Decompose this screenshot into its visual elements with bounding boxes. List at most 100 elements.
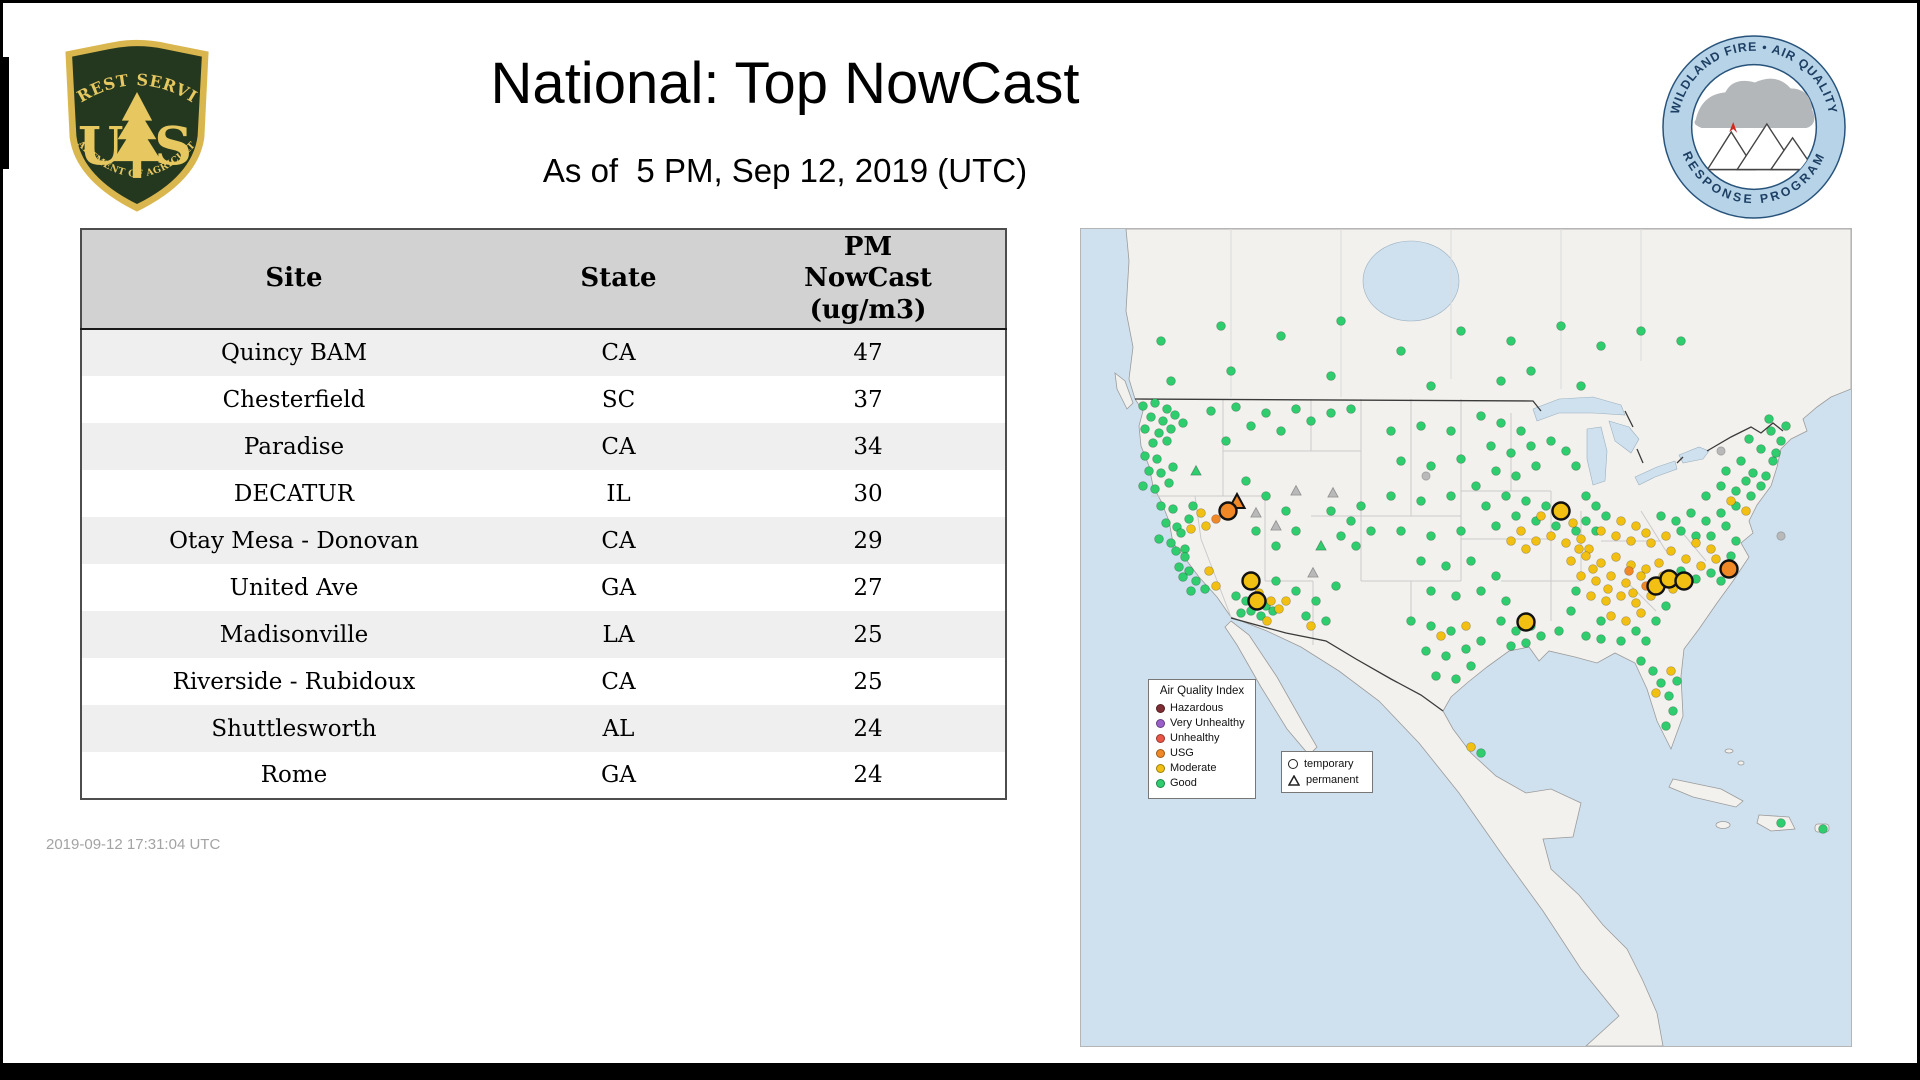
aqi-legend-label: USG xyxy=(1170,747,1194,759)
monitor-dot-good xyxy=(1386,491,1396,501)
monitor-dot-good xyxy=(1416,556,1426,566)
permanent-monitor-triangle xyxy=(1190,464,1202,476)
monitor-dot-moderate xyxy=(1561,538,1571,548)
monitor-dot-moderate xyxy=(1306,621,1316,631)
continent-landmass xyxy=(1125,229,1851,1046)
monitor-dot-moderate xyxy=(1616,516,1626,526)
monitor-dot-good xyxy=(1516,426,1526,436)
marker-legend: temporary permanent xyxy=(1281,751,1373,793)
monitor-dot-good xyxy=(1162,404,1172,414)
value-cell: 24 xyxy=(853,715,883,742)
site-cell: Quincy BAM xyxy=(220,340,368,366)
hudson-bay xyxy=(1362,240,1460,322)
header-pm-nowcast: PM NowCast (ug/m3) xyxy=(731,229,1006,330)
monitor-dot-good xyxy=(1184,566,1194,576)
monitor-dot-good xyxy=(1311,596,1321,606)
monitor-dot-good xyxy=(1148,438,1158,448)
monitor-dot-good xyxy=(1531,461,1541,471)
top-site-marker xyxy=(1241,571,1261,591)
monitor-dot-moderate xyxy=(1741,506,1751,516)
permanent-monitor-triangle xyxy=(1250,506,1262,518)
monitor-dot-good xyxy=(1466,556,1476,566)
monitor-dot-good xyxy=(1648,666,1658,676)
monitor-dot-good xyxy=(1306,416,1316,426)
monitor-dot-moderate xyxy=(1546,531,1556,541)
monitor-dot-good xyxy=(1781,421,1791,431)
state-cell: LA xyxy=(602,621,635,648)
monitor-dot-good xyxy=(1656,678,1666,688)
monitor-dot-good xyxy=(1741,476,1751,486)
monitor-dot-good xyxy=(1581,516,1591,526)
page-subtitle: As of 5 PM, Sep 12, 2019 (UTC) xyxy=(542,152,1028,189)
monitor-dot-good xyxy=(1676,526,1686,536)
monitor-dot-moderate xyxy=(1628,588,1638,598)
monitor-dot-good xyxy=(1231,402,1241,412)
monitor-dot-good xyxy=(1281,506,1291,516)
aqi-legend-label: Unhealthy xyxy=(1170,732,1220,744)
monitor-dot-good xyxy=(1766,426,1776,436)
monitor-dot-moderate xyxy=(1726,496,1736,506)
monitor-dot-good xyxy=(1764,414,1774,424)
aqi-legend-item: Hazardous xyxy=(1156,701,1248,716)
monitor-dot-moderate xyxy=(1616,591,1626,601)
monitor-dot-good xyxy=(1144,466,1154,476)
monitor-dot-moderate xyxy=(1196,508,1206,518)
table-row: DECATUR IL 30 xyxy=(81,470,1006,517)
monitor-dot-good xyxy=(1676,336,1686,346)
aqi-color-dot xyxy=(1156,764,1165,773)
monitor-dot-good xyxy=(1261,491,1271,501)
monitor-dot-good xyxy=(1156,501,1166,511)
nowcast-table: Site State PM NowCast (ug/m3) Quincy BAM… xyxy=(80,228,1007,800)
monitor-dot-good xyxy=(1661,601,1671,611)
monitor-dot-good xyxy=(1446,491,1456,501)
monitor-dot-good xyxy=(1491,521,1501,531)
marker-legend-item: temporary xyxy=(1288,756,1366,772)
monitor-dot-moderate xyxy=(1201,521,1211,531)
monitor-dot-good xyxy=(1706,568,1716,578)
monitor-dot-good xyxy=(1616,636,1626,646)
monitor-dot-good xyxy=(1581,631,1591,641)
state-cell: CA xyxy=(601,340,636,366)
state-cell: SC xyxy=(601,386,636,413)
header-site: Site xyxy=(81,229,506,330)
monitor-dot-good xyxy=(1426,621,1436,631)
monitor-dot-good xyxy=(1256,611,1266,621)
top-site-marker xyxy=(1516,612,1536,632)
monitor-dot-good xyxy=(1506,641,1516,651)
monitor-dot-good xyxy=(1596,616,1606,626)
monitor-dot-good xyxy=(1496,418,1506,428)
monitor-dot-good xyxy=(1526,366,1536,376)
table-row: United Ave GA 27 xyxy=(81,564,1006,611)
monitor-dot-good xyxy=(1226,366,1236,376)
monitor-dot-good xyxy=(1744,434,1754,444)
monitor-dot-good xyxy=(1396,526,1406,536)
monitor-dot-good xyxy=(1636,326,1646,336)
monitor-dot-good xyxy=(1140,424,1150,434)
value-cell: 24 xyxy=(853,762,883,788)
monitor-dot-good xyxy=(1776,818,1786,828)
monitor-dot-good xyxy=(1416,496,1426,506)
table-row: Rome GA 24 xyxy=(81,752,1006,799)
monitor-dot-good xyxy=(1161,518,1171,528)
monitor-dot-good xyxy=(1451,674,1461,684)
monitor-dot-good xyxy=(1178,572,1188,582)
monitor-dot-moderate xyxy=(1651,688,1661,698)
monitor-dot-moderate xyxy=(1646,538,1656,548)
monitor-dot-good xyxy=(1636,656,1646,666)
monitor-dot-good xyxy=(1461,644,1471,654)
monitor-dot-moderate xyxy=(1696,561,1706,571)
monitor-dot-good xyxy=(1551,521,1561,531)
monitor-dot-nodata xyxy=(1776,531,1786,541)
monitor-dot-good xyxy=(1178,418,1188,428)
us-borders xyxy=(1134,398,1784,712)
monitor-dot-moderate xyxy=(1568,518,1578,528)
monitor-dot-good xyxy=(1158,416,1168,426)
monitor-dot-good xyxy=(1154,428,1164,438)
smoke-landmass-icon xyxy=(1694,78,1815,128)
monitor-dot-good xyxy=(1140,451,1150,461)
monitor-dot-good xyxy=(1426,531,1436,541)
footer-timestamp: 2019-09-12 17:31:04 UTC xyxy=(46,836,221,853)
monitor-dot-good xyxy=(1138,481,1148,491)
monitor-dot-moderate xyxy=(1641,564,1651,574)
monitor-dot-good xyxy=(1271,541,1281,551)
